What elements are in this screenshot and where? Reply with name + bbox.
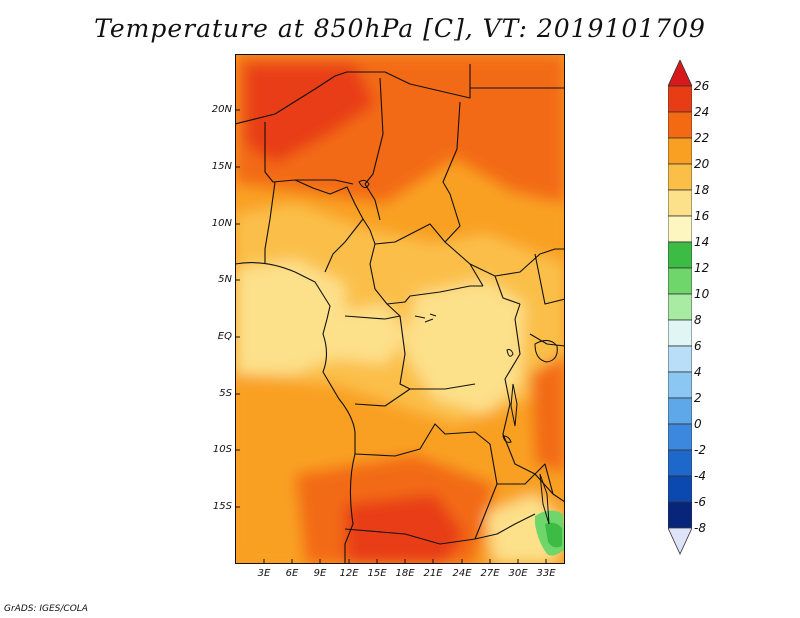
- colorbar-swatch-0: [668, 397, 692, 425]
- colorbar-swatch-6: [668, 319, 692, 347]
- border-south-sudan: [469, 248, 565, 305]
- colorbar-label-6: 6: [694, 339, 702, 353]
- lon-label-18e: 18E: [395, 568, 415, 579]
- border-mali-niger: [264, 122, 354, 185]
- lat-label-10n: 10N: [211, 218, 232, 229]
- colorbar-label-18: 18: [694, 183, 710, 197]
- colorbar: [668, 60, 692, 555]
- lat-label-5s: 5S: [219, 388, 232, 399]
- lon-label-33e: 33E: [536, 568, 556, 579]
- coastline-west-africa: [235, 262, 356, 564]
- colorbar-label-m2: -2: [694, 443, 706, 457]
- colorbar-label-14: 14: [694, 235, 710, 249]
- lat-label-5n: 5N: [218, 274, 232, 285]
- colorbar-swatch-m4: [668, 449, 692, 477]
- colorbar-label-26: 26: [694, 79, 710, 93]
- colorbar-label-10: 10: [694, 287, 710, 301]
- map-ticks: [235, 109, 547, 564]
- field-south-24: [345, 494, 465, 564]
- field-northeast-hot: [485, 104, 565, 204]
- chart-title: Temperature at 850hPa [C], VT: 201910170…: [94, 14, 706, 43]
- colorbar-swatch-4: [668, 345, 692, 373]
- colorbar-label-12: 12: [694, 261, 710, 275]
- colorbar-swatch-m8: [668, 501, 692, 529]
- lat-label-eq: EQ: [217, 331, 232, 342]
- lat-label-10s: 10S: [212, 444, 232, 455]
- field-gulf-coast-16: [235, 259, 345, 374]
- colorbar-label-16: 16: [694, 209, 710, 223]
- colorbar-swatch-10: [668, 267, 692, 295]
- colorbar-swatch-16: [668, 189, 692, 217]
- colorbar-cap-bottom: [668, 527, 692, 555]
- colorbar-swatch-2: [668, 371, 692, 399]
- field-congo-16: [405, 279, 525, 414]
- lake-tanganyika: [510, 383, 518, 427]
- colorbar-label-m6: -6: [694, 495, 706, 509]
- colorbar-swatch-8: [668, 293, 692, 321]
- colorbar-label-4: 4: [694, 365, 702, 379]
- field-highland-14: [545, 522, 562, 548]
- lon-label-9e: 9E: [313, 568, 327, 579]
- border-niger-chad: [364, 77, 384, 221]
- river-segments: [414, 313, 437, 323]
- colorbar-swatch-22: [668, 111, 692, 139]
- lon-label-6e: 6E: [285, 568, 299, 579]
- lon-label-30e: 30E: [508, 568, 528, 579]
- lat-label-15s: 15S: [212, 501, 232, 512]
- colorbar-label-m8: -8: [694, 521, 706, 535]
- temperature-map: [235, 54, 565, 564]
- border-libya-egypt: [469, 64, 565, 89]
- country-borders: [235, 64, 565, 564]
- temperature-field: [235, 54, 565, 564]
- border-chad-sudan: [442, 101, 484, 287]
- colorbar-swatch-20: [668, 137, 692, 165]
- border-angola: [354, 388, 498, 485]
- lake-victoria: [534, 340, 558, 363]
- colorbar-label-22: 22: [694, 131, 710, 145]
- lon-label-3e: 3E: [257, 568, 271, 579]
- colorbar-swatch-m2: [668, 423, 692, 451]
- map-frame: [235, 54, 565, 564]
- lon-label-27e: 27E: [480, 568, 500, 579]
- border-drc-north: [399, 315, 476, 390]
- colorbar-swatch-m6: [668, 475, 692, 503]
- lon-label-12e: 12E: [339, 568, 359, 579]
- colorbar-swatch-14: [668, 215, 692, 243]
- lake-malawi: [539, 473, 550, 525]
- lat-label-20n: 20N: [211, 104, 232, 115]
- lat-label-15n: 15N: [211, 161, 232, 172]
- colorbar-label-8: 8: [694, 313, 702, 327]
- field-northwest-hot: [245, 64, 375, 164]
- lake-kivu: [506, 349, 514, 357]
- border-angola-south: [344, 483, 498, 545]
- colorbar-label-m4: -4: [694, 469, 706, 483]
- colorbar-label-0: 0: [694, 417, 702, 431]
- lake-chad: [358, 179, 370, 188]
- colorbar-label-24: 24: [694, 105, 710, 119]
- field-basin-16: [325, 304, 410, 364]
- lon-label-21e: 21E: [423, 568, 443, 579]
- colorbar-label-2: 2: [694, 391, 702, 405]
- credit-footer: GrADS: IGES/COLA: [4, 604, 88, 614]
- lakes: [358, 179, 558, 525]
- border-cameroon: [344, 218, 401, 320]
- lon-label-24e: 24E: [452, 568, 472, 579]
- colorbar-swatch-12: [668, 241, 692, 269]
- lake-mweru: [502, 435, 512, 443]
- border-nigeria: [264, 179, 364, 273]
- border-car: [374, 223, 483, 305]
- colorbar-cap-top: [668, 60, 692, 87]
- field-east-22: [530, 354, 565, 474]
- lon-label-15e: 15E: [367, 568, 387, 579]
- colorbar-label-20: 20: [694, 157, 710, 171]
- colorbar-swatch-18: [668, 163, 692, 191]
- colorbar-swatch-24: [668, 85, 692, 113]
- border-drc-east: [502, 303, 536, 475]
- border-sahara-north: [235, 71, 471, 125]
